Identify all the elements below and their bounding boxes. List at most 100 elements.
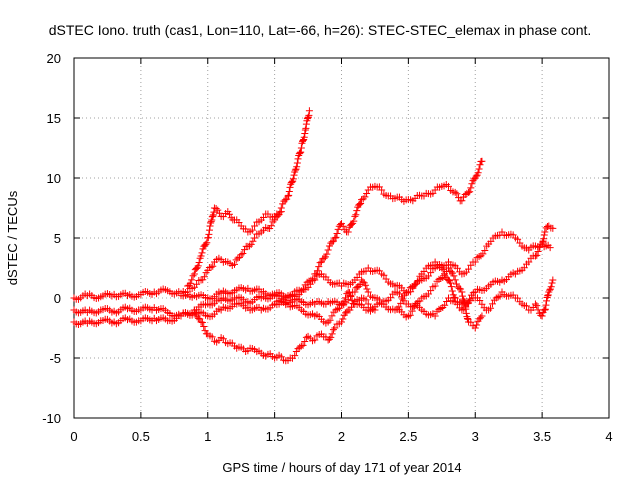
x-tick-label: 3.5	[533, 429, 551, 444]
data-point	[427, 287, 435, 295]
data-point	[476, 296, 484, 304]
data-point	[214, 206, 222, 214]
data-point	[287, 179, 295, 187]
data-point	[427, 269, 435, 277]
data-point	[466, 295, 474, 303]
data-point	[235, 218, 243, 226]
data-point	[546, 286, 554, 294]
data-point	[279, 200, 287, 208]
y-tick-label: 15	[47, 111, 61, 126]
data-point	[241, 246, 249, 254]
data-point	[293, 163, 301, 171]
y-tick-label: -5	[49, 351, 61, 366]
data-point	[475, 165, 483, 173]
data-point	[292, 348, 300, 356]
data-point	[329, 326, 337, 334]
data-point	[533, 251, 541, 259]
data-point	[431, 312, 439, 320]
data-point	[476, 161, 484, 169]
data-point	[438, 264, 446, 272]
data-point	[387, 294, 395, 302]
data-point	[446, 279, 454, 287]
x-tick-label: 1	[204, 429, 211, 444]
data-point	[301, 126, 309, 134]
data-point	[207, 218, 215, 226]
data-point	[194, 314, 202, 322]
data-point	[294, 155, 302, 163]
data-point	[514, 235, 522, 243]
data-point	[350, 217, 358, 225]
data-point	[453, 264, 461, 272]
x-tick-label: 4	[605, 429, 612, 444]
data-point	[431, 258, 439, 266]
data-points	[70, 107, 557, 365]
data-point	[311, 276, 319, 284]
data-point	[361, 193, 369, 201]
data-point	[197, 252, 205, 260]
data-point	[406, 311, 414, 319]
data-point	[445, 182, 452, 190]
data-point	[544, 291, 552, 299]
data-point	[363, 189, 371, 197]
series-track-mid-near-0	[70, 228, 554, 303]
data-point	[344, 228, 352, 236]
data-point	[286, 183, 294, 191]
data-point	[462, 303, 470, 311]
data-point	[481, 246, 489, 254]
data-point	[237, 251, 245, 259]
data-point	[467, 318, 475, 326]
data-point	[443, 297, 451, 305]
data-point	[215, 209, 223, 217]
data-point	[193, 264, 201, 272]
data-point	[353, 207, 361, 215]
data-point	[320, 254, 328, 262]
data-point	[453, 280, 461, 288]
data-point	[277, 208, 285, 216]
data-point	[399, 295, 407, 303]
data-point	[478, 312, 486, 320]
y-axis-label: dSTEC / TECUs	[5, 190, 20, 285]
data-point	[458, 288, 466, 296]
data-point	[283, 195, 291, 203]
data-point	[302, 333, 310, 341]
data-point	[474, 169, 482, 177]
data-point	[496, 292, 504, 300]
data-point	[477, 252, 485, 260]
data-point	[203, 239, 211, 247]
data-point	[325, 242, 333, 250]
data-point	[339, 222, 347, 230]
x-tick-label: 0	[70, 429, 77, 444]
data-point	[297, 148, 305, 156]
y-tick-label: 5	[54, 231, 61, 246]
chart-title: dSTEC Iono. truth (cas1, Lon=110, Lat=-6…	[49, 22, 592, 38]
data-point	[534, 247, 542, 255]
data-point	[202, 240, 210, 248]
data-point	[212, 204, 220, 212]
data-point	[305, 107, 313, 115]
x-tick-label: 2	[338, 429, 345, 444]
data-point	[538, 312, 546, 320]
data-point	[343, 308, 351, 316]
data-point	[197, 318, 205, 326]
data-point	[299, 137, 307, 145]
axis-ticks: 0 0.5 1 1.5 2 2.5 3 3.5 4 -10 -5 0 5 10 15 20	[42, 51, 612, 444]
data-point	[188, 276, 196, 284]
data-point	[549, 224, 557, 232]
data-point	[284, 192, 292, 200]
data-point	[463, 314, 471, 322]
data-point	[378, 186, 386, 194]
data-point	[540, 235, 548, 243]
data-point	[450, 293, 458, 301]
data-point	[315, 263, 323, 271]
data-point	[471, 324, 479, 332]
data-point	[209, 262, 217, 270]
data-point	[364, 288, 372, 296]
data-point	[525, 258, 533, 266]
data-point	[291, 166, 299, 174]
data-point	[306, 280, 314, 288]
data-point	[281, 196, 289, 204]
data-point	[194, 262, 202, 270]
data-point	[285, 191, 293, 199]
data-point	[339, 315, 347, 323]
data-point	[467, 184, 475, 192]
